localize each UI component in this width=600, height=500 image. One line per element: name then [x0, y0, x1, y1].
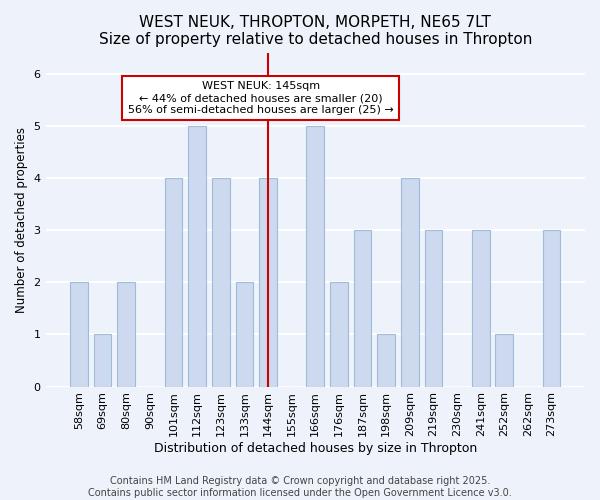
Bar: [472, 230, 490, 386]
Text: Contains HM Land Registry data © Crown copyright and database right 2025.
Contai: Contains HM Land Registry data © Crown c…: [88, 476, 512, 498]
Bar: [543, 230, 560, 386]
X-axis label: Distribution of detached houses by size in Thropton: Distribution of detached houses by size …: [154, 442, 477, 455]
Bar: [401, 178, 419, 386]
Bar: [70, 282, 88, 387]
Bar: [377, 334, 395, 386]
Bar: [330, 282, 348, 387]
Bar: [94, 334, 112, 386]
Text: WEST NEUK: 145sqm
← 44% of detached houses are smaller (20)
56% of semi-detached: WEST NEUK: 145sqm ← 44% of detached hous…: [128, 82, 394, 114]
Bar: [164, 178, 182, 386]
Bar: [496, 334, 513, 386]
Bar: [259, 178, 277, 386]
Bar: [353, 230, 371, 386]
Bar: [236, 282, 253, 387]
Bar: [425, 230, 442, 386]
Y-axis label: Number of detached properties: Number of detached properties: [15, 126, 28, 312]
Title: WEST NEUK, THROPTON, MORPETH, NE65 7LT
Size of property relative to detached hou: WEST NEUK, THROPTON, MORPETH, NE65 7LT S…: [98, 15, 532, 48]
Bar: [188, 126, 206, 386]
Bar: [307, 126, 324, 386]
Bar: [118, 282, 135, 387]
Bar: [212, 178, 230, 386]
